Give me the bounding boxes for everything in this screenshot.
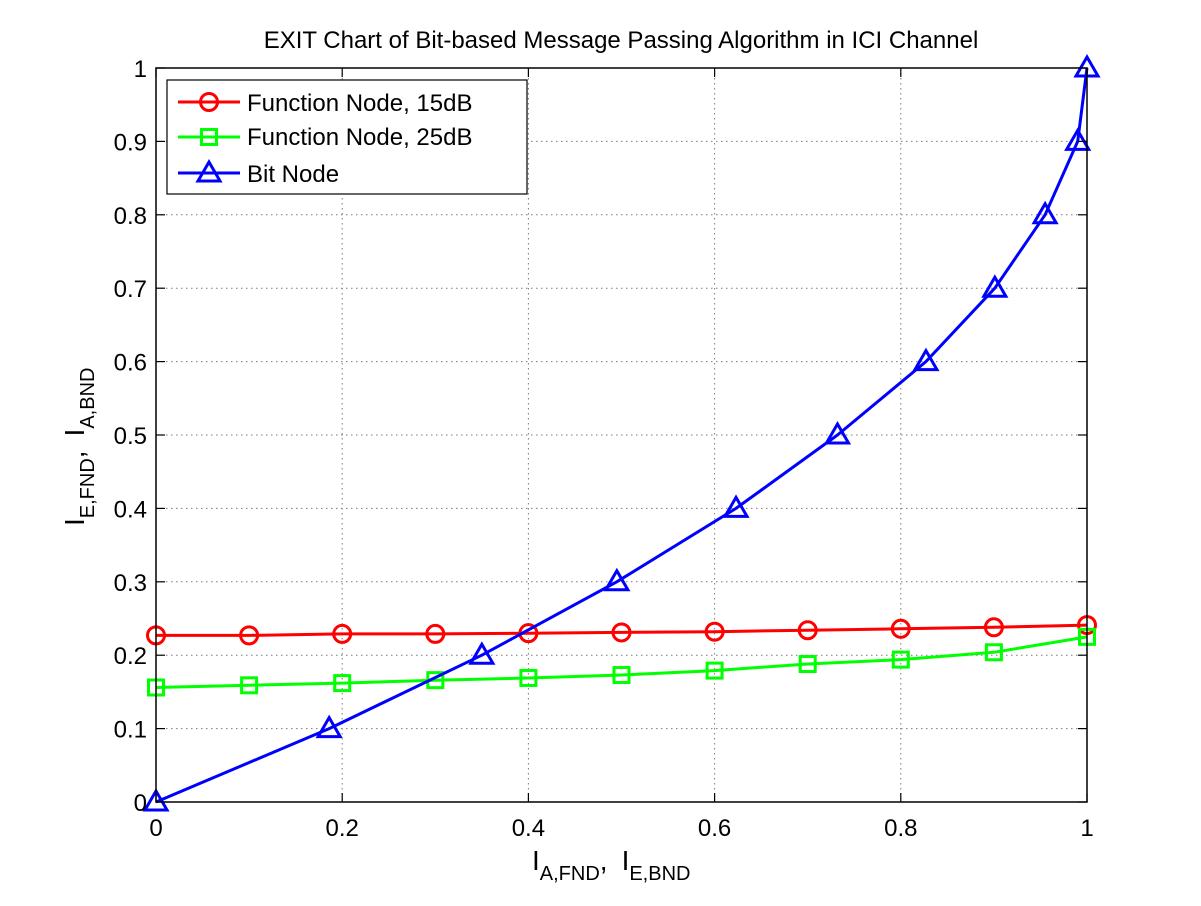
data-point <box>823 421 852 445</box>
y-axis-label-sub-2: A,BND <box>77 368 99 429</box>
y-axis-label-main-1: I <box>59 518 90 526</box>
legend-marker <box>200 128 218 146</box>
legend-label-series-1: Function Node, 15dB <box>247 90 472 117</box>
x-tick-label: 0.6 <box>698 815 731 842</box>
y-tick-label: 0.1 <box>114 717 147 744</box>
data-point <box>603 567 631 592</box>
x-axis-label-main-2: I <box>622 845 630 876</box>
data-point <box>425 623 446 644</box>
data-point <box>704 621 725 642</box>
x-axis-label-separator: , <box>600 845 608 876</box>
data-point <box>890 618 911 639</box>
data-point <box>332 623 353 644</box>
data-point <box>611 622 632 643</box>
series-line <box>155 635 1088 689</box>
x-axis-label-sub-1: A,FND <box>540 863 600 885</box>
ticks <box>155 67 1088 803</box>
data-point <box>983 617 1004 638</box>
y-tick-label: 0.3 <box>114 570 147 597</box>
x-axis-label: IA,FND, IE,BND <box>532 845 690 885</box>
data-point <box>142 788 170 812</box>
y-tick-label: 0.5 <box>114 423 147 450</box>
y-tick-label: 0.6 <box>114 350 147 377</box>
tick-labels: 0 0.2 0.4 0.6 0.8 1 0 0.1 0.2 0.3 0.4 0.5 0.6 0.7 0.8 0… <box>114 56 1094 842</box>
legend-swatches <box>178 92 240 183</box>
x-axis-label-sub-2: E,BND <box>629 863 690 885</box>
series-layer <box>142 54 1101 812</box>
data-point <box>315 714 343 739</box>
data-point <box>722 494 750 518</box>
x-tick-label: 0.2 <box>326 815 359 842</box>
legend-label-series-3: Bit Node <box>247 161 339 188</box>
legend-label-series-2: Function Node, 25dB <box>247 124 472 151</box>
series-2 <box>147 627 1096 697</box>
legend-marker <box>199 92 219 112</box>
data-point <box>797 620 818 641</box>
y-tick-label: 0.4 <box>114 496 147 523</box>
data-point <box>1064 127 1092 151</box>
data-point <box>705 661 724 680</box>
data-point <box>1031 200 1059 225</box>
data-point <box>240 676 259 695</box>
data-point <box>912 347 940 372</box>
data-point <box>519 668 538 687</box>
data-point <box>984 643 1003 662</box>
data-point <box>468 641 496 665</box>
x-tick-label: 0 <box>149 815 162 842</box>
x-axis-label-main-1: I <box>532 845 540 876</box>
data-point <box>239 625 260 646</box>
y-tick-label: 0.7 <box>114 276 147 303</box>
legend-marker <box>195 159 223 183</box>
x-tick-label: 0.4 <box>512 815 545 842</box>
y-tick-label: 1 <box>134 56 147 83</box>
data-point <box>333 674 352 693</box>
y-tick-label: 0.9 <box>114 129 147 156</box>
data-point <box>612 666 631 685</box>
x-tick-label: 1 <box>1080 815 1093 842</box>
y-tick-label: 0.2 <box>114 643 147 670</box>
series-line <box>155 67 1089 804</box>
y-axis-label: IE,FND,IA,BND <box>59 368 99 526</box>
legend: Function Node, 15dB Function Node, 25dB … <box>166 79 528 195</box>
y-tick-label: 0 <box>134 790 147 817</box>
data-point <box>798 655 817 674</box>
y-axis-label-separator: , <box>59 450 90 458</box>
y-tick-label: 0.8 <box>114 203 147 230</box>
chart-title: EXIT Chart of Bit-based Message Passing … <box>264 27 979 54</box>
series-line <box>156 623 1088 637</box>
data-point <box>891 650 910 669</box>
data-point <box>981 274 1009 298</box>
series-3 <box>142 54 1101 812</box>
y-axis-label-main-2: I <box>59 429 90 437</box>
x-tick-label: 0.8 <box>884 815 917 842</box>
y-axis-label-sub-1: E,FND <box>77 458 99 518</box>
